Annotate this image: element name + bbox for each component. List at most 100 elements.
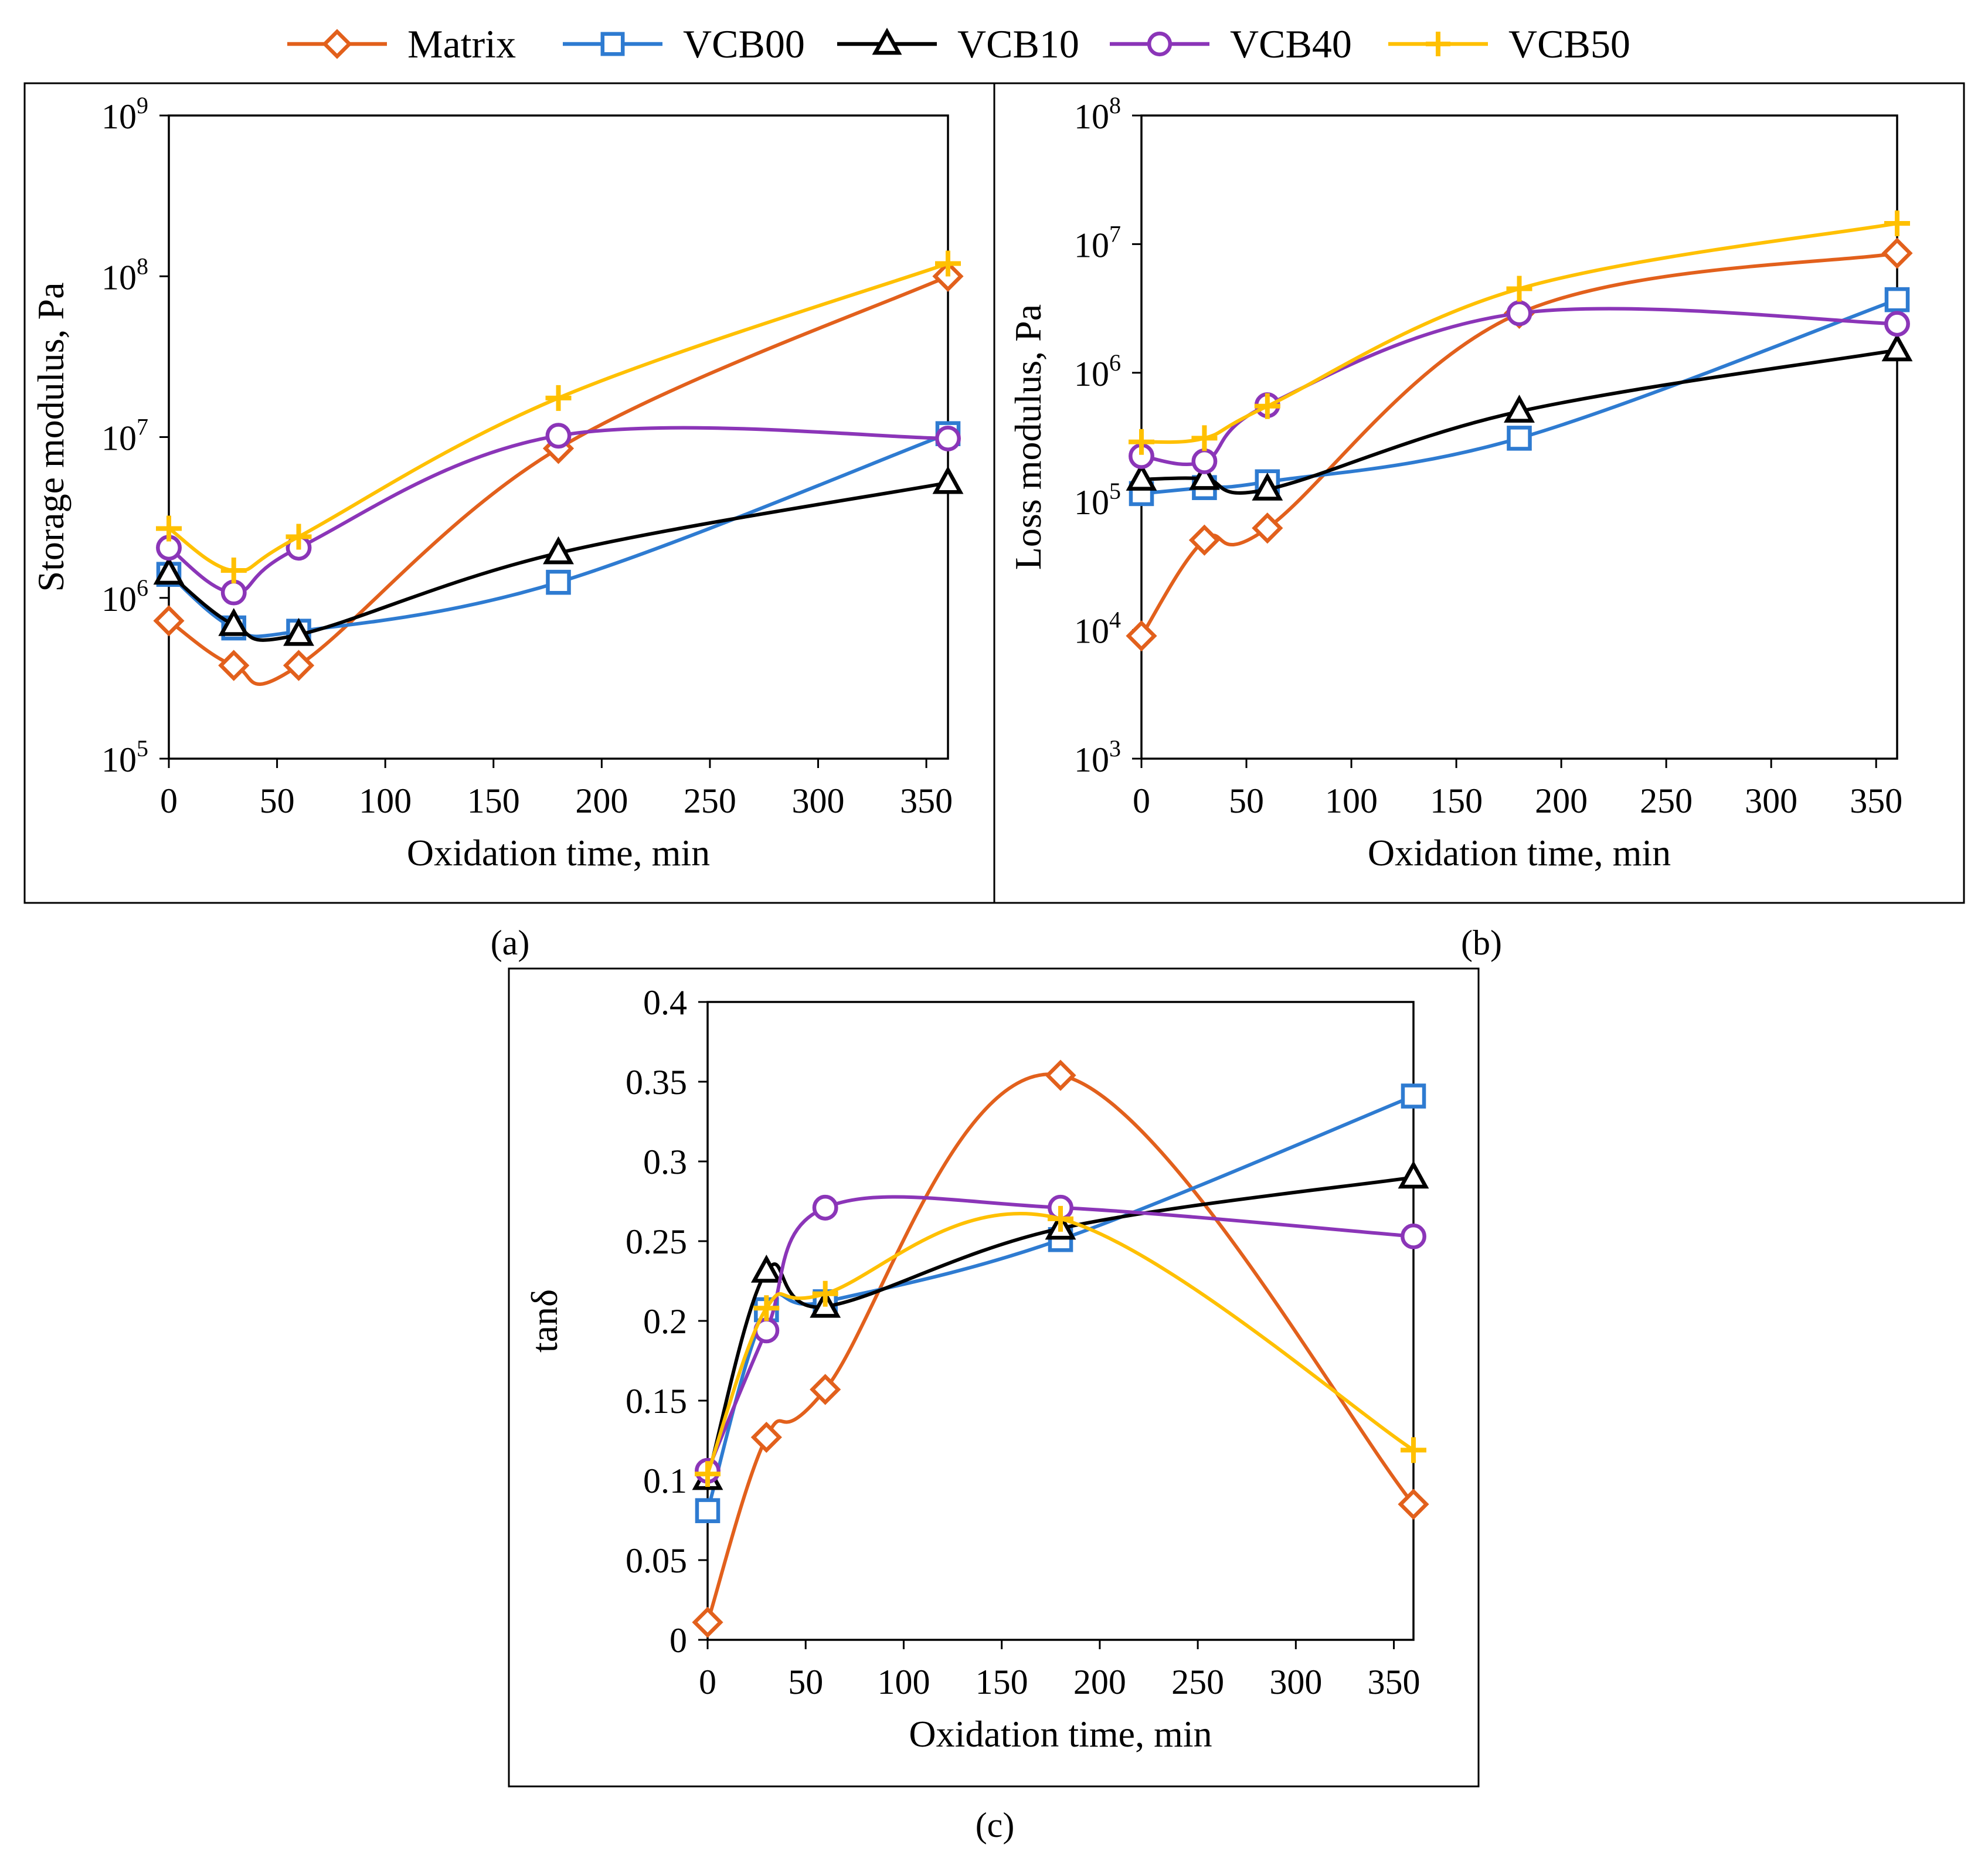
data-point	[545, 385, 572, 411]
x-axis-label: Oxidation time, min	[909, 1713, 1212, 1755]
data-point	[750, 1421, 782, 1453]
data-point	[1254, 393, 1280, 419]
data-point	[810, 1374, 841, 1405]
panel-caption-a: (a)	[491, 923, 530, 962]
series-line-vcb50	[168, 261, 949, 573]
legend-entry-matrix: Matrix	[287, 22, 516, 66]
data-point	[1401, 1223, 1426, 1249]
x-tick-label: 0	[160, 782, 178, 820]
data-point	[1129, 429, 1154, 455]
series-vcb50	[156, 250, 961, 584]
y-axis-label: Loss modulus, Pa	[1007, 304, 1049, 570]
chart-a: 0 50 100 150 200 250 300 350 105 106 107 108 109 Oxid…	[30, 92, 964, 962]
data-point	[812, 1280, 838, 1307]
data-point	[753, 1295, 780, 1321]
y-tick-label: 108	[1074, 92, 1121, 136]
data-point	[156, 515, 182, 542]
data-point	[220, 558, 247, 584]
data-point	[218, 607, 250, 636]
series-line-vcb00	[706, 1094, 1415, 1511]
x-tick-label: 0	[1133, 782, 1150, 820]
data-point	[1884, 287, 1910, 312]
x-tick-label: 50	[788, 1663, 823, 1701]
panel-caption-b: (b)	[1461, 923, 1502, 962]
data-point	[1188, 524, 1221, 556]
data-point	[935, 425, 961, 451]
legend-marker-vcb40	[1147, 31, 1173, 57]
y-tick-label: 108	[101, 253, 148, 297]
x-tick-label: 350	[1850, 782, 1902, 820]
legend-label-matrix: Matrix	[407, 22, 516, 66]
series-matrix	[692, 1059, 1429, 1638]
panel-frame-a	[23, 82, 995, 904]
x-tick-label: 200	[1073, 1663, 1126, 1701]
data-point	[220, 579, 247, 606]
plot-area-c	[706, 1001, 1415, 1641]
legend-marker-vcb00	[600, 32, 625, 56]
y-tick-label: 105	[1074, 478, 1121, 522]
legend-entry-vcb00: VCB00	[563, 22, 805, 66]
y-tick-label: 0.1	[643, 1462, 687, 1500]
panel-caption-c: (c)	[976, 1806, 1015, 1844]
data-point	[1881, 333, 1913, 362]
y-tick-label: 104	[1074, 607, 1121, 651]
x-tick-label: 350	[900, 782, 953, 820]
x-axis-label: Oxidation time, min	[1368, 832, 1671, 874]
x-tick-label: 50	[260, 782, 295, 820]
data-point	[1048, 1205, 1073, 1232]
x-tick-label: 300	[1745, 782, 1797, 820]
data-point	[153, 556, 185, 585]
data-point	[1884, 311, 1910, 337]
y-tick-label: 106	[101, 575, 148, 619]
data-point	[153, 605, 185, 637]
data-point	[1881, 237, 1913, 269]
x-tick-label: 250	[684, 782, 736, 820]
series-line-matrix	[706, 1072, 1415, 1623]
x-tick-label: 150	[1430, 782, 1483, 820]
series-vcb50	[1129, 210, 1910, 455]
legend: Matrix VCB00 VCB10 VCB40 VCB50	[287, 22, 1630, 66]
data-point	[1506, 300, 1532, 327]
chart-c: 0 50 100 150 200 250 300 350 0 0.05 0.1 0.15 0.2 0.25…	[524, 983, 1429, 1844]
series-vcb10	[153, 466, 964, 646]
data-point	[1189, 461, 1220, 490]
x-tick-label: 150	[976, 1663, 1028, 1701]
data-point	[932, 466, 964, 494]
x-axis-label: Oxidation time, min	[407, 832, 710, 874]
x-tick-label: 50	[1229, 782, 1264, 820]
legend-entry-vcb40: VCB40	[1110, 22, 1352, 66]
data-point	[935, 250, 961, 277]
series-vcb40	[1129, 300, 1910, 474]
data-point	[1506, 276, 1532, 302]
data-point	[1504, 395, 1535, 423]
series-line-vcb10	[706, 1175, 1414, 1480]
x-tick-label: 100	[877, 1663, 930, 1701]
y-tick-label: 0	[670, 1621, 687, 1660]
x-tick-label: 350	[1368, 1663, 1421, 1701]
x-tick-label: 250	[1640, 782, 1693, 820]
data-point	[695, 1498, 721, 1523]
series-vcb40	[695, 1194, 1426, 1484]
y-tick-label: 103	[1074, 735, 1121, 779]
x-tick-label: 300	[1269, 1663, 1322, 1701]
y-tick-label: 107	[1074, 220, 1121, 264]
y-tick-label: 109	[101, 92, 148, 136]
data-point	[1252, 472, 1283, 501]
panel-frame-b	[993, 82, 1965, 904]
x-tick-label: 0	[699, 1663, 716, 1701]
x-tick-label: 100	[359, 782, 412, 820]
data-point	[283, 650, 315, 681]
data-point	[1401, 1083, 1426, 1109]
y-tick-label: 0.05	[626, 1541, 687, 1580]
data-point	[1507, 426, 1532, 451]
legend-entry-vcb10: VCB10	[837, 22, 1079, 66]
data-point	[1126, 463, 1157, 491]
x-tick-label: 250	[1171, 1663, 1224, 1701]
data-point	[1401, 1437, 1426, 1463]
y-tick-label: 106	[1074, 349, 1121, 393]
data-point	[283, 617, 314, 646]
x-tick-label: 150	[467, 782, 520, 820]
data-point	[543, 536, 574, 565]
y-axis-label: tanδ	[524, 1289, 565, 1353]
data-point	[286, 524, 312, 550]
